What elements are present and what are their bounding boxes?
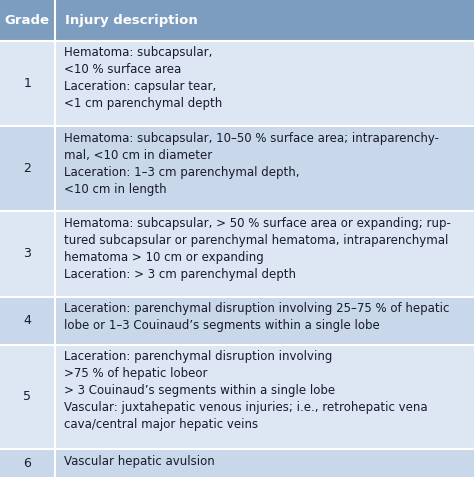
Bar [0,0,474,41]
Bar [0,41,474,126]
Text: 3: 3 [23,248,31,261]
Text: Vascular hepatic avulsion: Vascular hepatic avulsion [64,455,214,467]
Text: 1: 1 [23,77,31,90]
Text: 4: 4 [23,314,31,327]
Bar [0,211,474,297]
Bar [0,297,474,345]
Bar [0,449,474,478]
Text: 2: 2 [23,162,31,175]
Bar [0,126,474,211]
Text: Laceration: parenchymal disruption involving 25–75 % of hepatic
lobe or 1–3 Coui: Laceration: parenchymal disruption invol… [64,303,449,333]
Text: Hematoma: subcapsular, 10–50 % surface area; intraparenchy-
mal, <10 cm in diame: Hematoma: subcapsular, 10–50 % surface a… [64,132,438,196]
Text: Hematoma: subcapsular, > 50 % surface area or expanding; rup-
tured subcapsular : Hematoma: subcapsular, > 50 % surface ar… [64,217,450,281]
Text: 5: 5 [23,390,31,403]
Text: Laceration: parenchymal disruption involving
>75 % of hepatic lobeor
> 3 Couinau: Laceration: parenchymal disruption invol… [64,350,427,432]
Text: 6: 6 [23,457,31,470]
Text: Injury description: Injury description [64,14,197,27]
Text: Hematoma: subcapsular,
<10 % surface area
Laceration: capsular tear,
<1 cm paren: Hematoma: subcapsular, <10 % surface are… [64,46,222,110]
Text: Grade: Grade [5,14,50,27]
Bar [0,345,474,449]
